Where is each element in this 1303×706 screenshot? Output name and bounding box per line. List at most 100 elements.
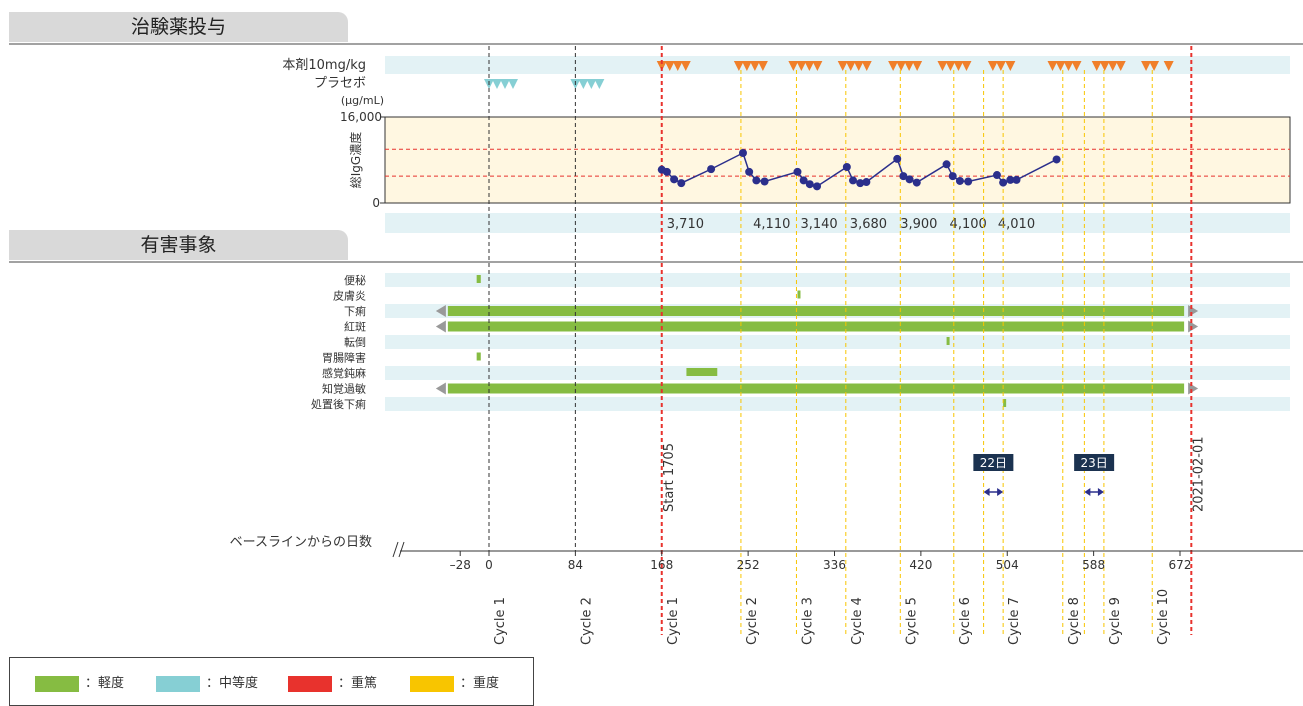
igg-ytick-label: 0 [372, 196, 380, 210]
marker-vertical-label: 2021-02-01 [1191, 436, 1206, 512]
x-axis-tick-label: 672 [1169, 558, 1192, 572]
placebo-dose-marker [586, 79, 597, 89]
drug-dose-marker [995, 61, 1006, 71]
igg-summary-value: 3,710 [667, 217, 704, 232]
x-axis-tick-label: 0 [485, 558, 493, 572]
ae-row-band [385, 335, 1290, 349]
igg-data-point [964, 177, 973, 186]
igg-data-point [849, 176, 858, 185]
drug-dose-marker [812, 61, 823, 71]
ae-bar [686, 368, 718, 376]
ae-continue-right-icon [1188, 382, 1199, 395]
igg-summary-value: 4,100 [950, 217, 987, 232]
x-axis-tick-label: 252 [737, 558, 760, 572]
drug-dose-marker [861, 61, 872, 71]
ae-row-label: 皮膚炎 [333, 289, 366, 303]
severity-legend: ：軽度 ：中等度 ：重篤 ：重度 [9, 657, 534, 706]
drug-dose-marker [796, 61, 807, 71]
igg-axis-label: 総IgG濃度 [348, 132, 363, 188]
ae-row-label: 便秘 [344, 273, 366, 287]
igg-data-point [942, 160, 951, 169]
igg-summary-value: 3,140 [800, 217, 837, 232]
igg-data-point [893, 154, 902, 163]
igg-summary-value: 3,680 [850, 217, 887, 232]
interval-badge [1074, 454, 1115, 471]
drug-dose-marker [953, 61, 964, 71]
ae-row-band [385, 366, 1290, 380]
drug-dose-marker [896, 61, 907, 71]
ae-bar [476, 275, 481, 283]
ae-bar [447, 321, 1185, 332]
drug-dose-marker [888, 61, 899, 71]
igg-data-point [992, 171, 1001, 180]
igg-data-point [899, 172, 908, 181]
igg-data-point [745, 167, 754, 176]
igg-data-point [912, 178, 921, 187]
dosing-section-title: 治験薬投与 [130, 16, 226, 38]
igg-data-point [707, 165, 716, 174]
drug-dose-marker [804, 61, 815, 71]
legend-swatch-serious [410, 676, 454, 692]
ae-row-band [385, 397, 1290, 411]
igg-data-point [670, 175, 679, 184]
ae-bar [946, 337, 950, 345]
drug-dose-marker [1107, 61, 1118, 71]
igg-data-point [905, 175, 914, 184]
ae-row-label: 知覚過敏 [322, 382, 366, 396]
igg-unit-label: (μg/mL) [341, 94, 384, 107]
interval-arrow-left-icon [983, 488, 990, 496]
ae-bar [447, 383, 1185, 394]
cycle-label: Cycle 8 [1067, 597, 1082, 645]
placebo-row-label: プラセボ [314, 76, 366, 91]
igg-data-point [948, 172, 957, 181]
cycle-label: Cycle 1 [493, 597, 508, 645]
drug-dose-marker [1099, 61, 1110, 71]
legend-label-moderate: ：中等度 [206, 676, 259, 691]
cycle-label: Cycle 1 [666, 597, 681, 645]
ae-row-label: 胃腸障害 [322, 351, 366, 365]
legend-label-mild: ：軽度 [85, 676, 125, 691]
drug-dose-marker [912, 61, 923, 71]
drug-dose-marker [1071, 61, 1082, 71]
legend-swatch-mild [35, 676, 79, 692]
ae-row-band [385, 273, 1290, 287]
igg-data-point [793, 167, 802, 176]
igg-plot-area [384, 116, 1291, 204]
x-axis-label: ベースラインからの日数 [230, 535, 372, 550]
drug-row-band [385, 56, 1290, 74]
igg-data-point [1052, 155, 1061, 164]
drug-dose-marker [680, 61, 691, 71]
igg-summary-value: 3,900 [900, 217, 937, 232]
placebo-dose-marker [492, 79, 502, 89]
interval-arrow-left-icon [1084, 488, 1091, 496]
igg-ytick-label: 16,000 [340, 110, 382, 124]
igg-data-point [677, 179, 686, 188]
x-axis-tick-label: –28 [450, 558, 471, 572]
cycle-label: Cycle 9 [1108, 597, 1123, 645]
dosing-section-tab: 治験薬投与 [9, 12, 348, 42]
drug-dose-marker [987, 61, 998, 71]
cycle-label: Cycle 6 [958, 597, 973, 645]
placebo-dose-marker [508, 79, 518, 89]
ae-bar [1003, 399, 1007, 407]
drug-dose-marker [1005, 61, 1016, 71]
drug-dose-marker [749, 61, 760, 71]
cycle-label: Cycle 7 [1007, 597, 1022, 645]
igg-summary-value: 4,010 [998, 217, 1035, 232]
igg-data-point [662, 167, 671, 176]
ae-bar [447, 306, 1185, 316]
axis-break-mark [392, 541, 399, 558]
drug-dose-marker [672, 61, 683, 71]
drug-dose-marker [788, 61, 799, 71]
cycle-label: Cycle 4 [850, 597, 865, 645]
drug-dose-marker [1149, 61, 1160, 71]
interval-arrow-right-icon [997, 488, 1004, 496]
x-axis-tick-label: 420 [909, 558, 932, 572]
igg-data-point [842, 162, 851, 171]
drug-dose-marker [656, 61, 667, 71]
drug-dose-marker [945, 61, 956, 71]
drug-dose-marker [1091, 61, 1102, 71]
legend-label-serious: ：重度 [460, 676, 500, 691]
x-axis-tick-label: 168 [650, 558, 673, 572]
drug-dose-marker [1063, 61, 1074, 71]
